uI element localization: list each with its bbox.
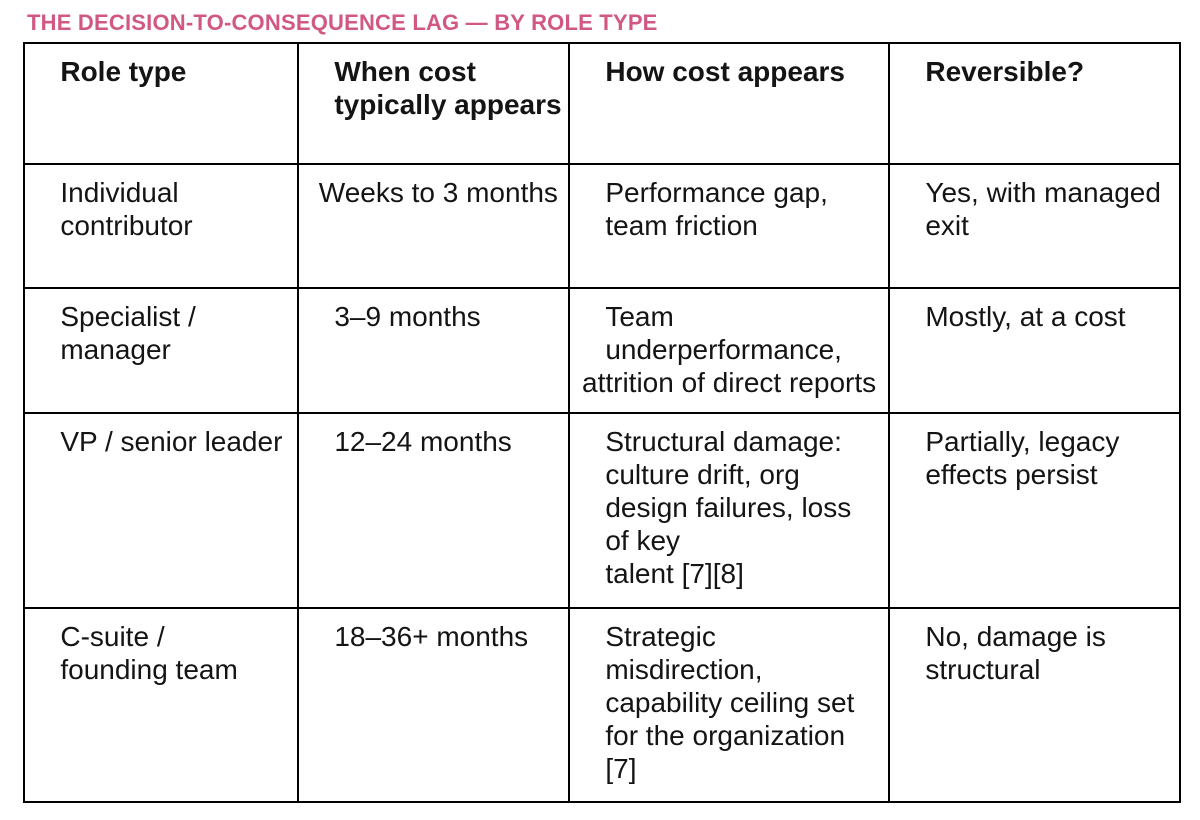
table-cell-when: Weeks to 3 months <box>297 163 570 289</box>
table-cell-when: 12–24 months <box>297 412 570 609</box>
column-header-how-cost: How cost appears <box>568 42 890 165</box>
table-cell-reversible: Partially, legacy effects persist <box>888 412 1181 609</box>
table-cell-reversible: Mostly, at a cost <box>888 287 1181 414</box>
table-cell-how: Structural damage: culture drift, org de… <box>568 412 890 609</box>
table-cell-how: Strategic misdirection, capability ceili… <box>568 607 890 803</box>
table-cell-role: Individual contributor <box>23 163 299 289</box>
table-cell-reversible: No, damage is structural <box>888 607 1181 803</box>
table-cell-role: C-suite / founding team <box>23 607 299 803</box>
decision-lag-table: Role type When cost typically appears Ho… <box>23 42 1181 803</box>
table-cell-when: 18–36+ months <box>297 607 570 803</box>
table-row: VP / senior leader 12–24 months Structur… <box>23 412 1181 609</box>
table-cell-role: Specialist / manager <box>23 287 299 414</box>
document-title: THE DECISION-TO-CONSEQUENCE LAG — BY ROL… <box>27 10 658 35</box>
table-cell-role: VP / senior leader <box>23 412 299 609</box>
column-header-reversible: Reversible? <box>888 42 1181 165</box>
column-header-role-type: Role type <box>23 42 299 165</box>
table-header-row: Role type When cost typically appears Ho… <box>23 42 1181 165</box>
table-cell-how: Performance gap, team friction <box>568 163 890 289</box>
table-cell-reversible: Yes, with managed exit <box>888 163 1181 289</box>
table-row: Specialist / manager 3–9 months Team und… <box>23 287 1181 414</box>
column-header-when-cost: When cost typically appears <box>297 42 570 165</box>
table-cell-how: Team underperformance, attrition of dire… <box>568 287 890 414</box>
table-cell-when: 3–9 months <box>297 287 570 414</box>
table-row: C-suite / founding team 18–36+ months St… <box>23 607 1181 803</box>
table-row: Individual contributor Weeks to 3 months… <box>23 163 1181 289</box>
